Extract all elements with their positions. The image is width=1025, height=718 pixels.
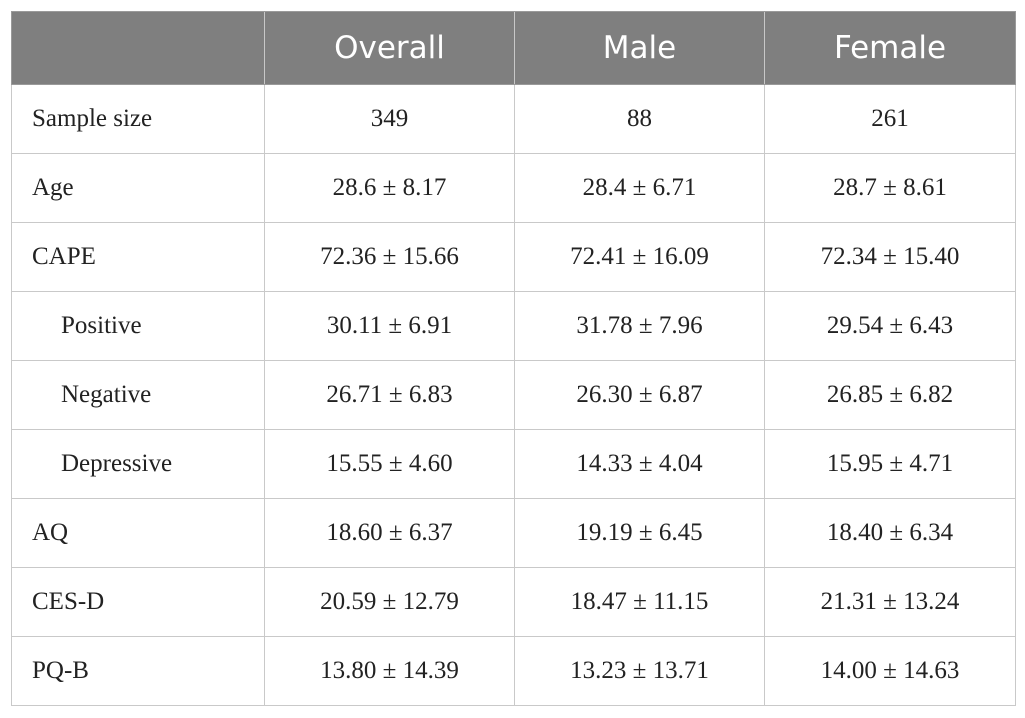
row-label-cell: Positive — [11, 291, 265, 361]
male-value-cell: 18.47 ± 11.15 — [514, 567, 765, 637]
female-value-cell: 21.31 ± 13.24 — [764, 567, 1016, 637]
female-value-cell: 261 — [764, 84, 1016, 154]
male-value-cell: 88 — [514, 84, 765, 154]
overall-value-cell: 20.59 ± 12.79 — [264, 567, 515, 637]
table-row: Negative 26.71 ± 6.83 26.30 ± 6.87 26.85 ± … — [11, 360, 1016, 430]
summary-table-container: Overall Male Female Sample size 349 88 261 A… — [11, 11, 1016, 706]
female-value-cell: 29.54 ± 6.43 — [764, 291, 1016, 361]
table-header: Overall Male Female — [11, 11, 1016, 85]
male-value-cell: 72.41 ± 16.09 — [514, 222, 765, 292]
overall-value-cell: 72.36 ± 15.66 — [264, 222, 515, 292]
table-row: CAPE 72.36 ± 15.66 72.41 ± 16.09 72.34 ± 15… — [11, 222, 1016, 292]
overall-value-cell: 28.6 ± 8.17 — [264, 153, 515, 223]
row-label-cell: Depressive — [11, 429, 265, 499]
row-label-cell: Sample size — [11, 84, 265, 154]
female-value-cell: 72.34 ± 15.40 — [764, 222, 1016, 292]
overall-value-cell: 18.60 ± 6.37 — [264, 498, 515, 568]
table-row: PQ-B 13.80 ± 14.39 13.23 ± 13.71 14.00 ± 14… — [11, 636, 1016, 706]
header-cell-male: Male — [514, 11, 765, 85]
row-label-cell: CAPE — [11, 222, 265, 292]
table-row: Sample size 349 88 261 — [11, 84, 1016, 154]
table-body: Sample size 349 88 261 Age 28.6 ± 8.17 28.4 ± … — [11, 84, 1016, 706]
female-value-cell: 14.00 ± 14.63 — [764, 636, 1016, 706]
table-row: Positive 30.11 ± 6.91 31.78 ± 7.96 29.54 ± … — [11, 291, 1016, 361]
female-value-cell: 15.95 ± 4.71 — [764, 429, 1016, 499]
overall-value-cell: 30.11 ± 6.91 — [264, 291, 515, 361]
table-row: AQ 18.60 ± 6.37 19.19 ± 6.45 18.40 ± 6.34 — [11, 498, 1016, 568]
overall-value-cell: 349 — [264, 84, 515, 154]
male-value-cell: 13.23 ± 13.71 — [514, 636, 765, 706]
row-label-cell: AQ — [11, 498, 265, 568]
header-cell-label — [11, 11, 265, 85]
female-value-cell: 18.40 ± 6.34 — [764, 498, 1016, 568]
table-row: Age 28.6 ± 8.17 28.4 ± 6.71 28.7 ± 8.61 — [11, 153, 1016, 223]
overall-value-cell: 26.71 ± 6.83 — [264, 360, 515, 430]
male-value-cell: 28.4 ± 6.71 — [514, 153, 765, 223]
female-value-cell: 26.85 ± 6.82 — [764, 360, 1016, 430]
header-row: Overall Male Female — [11, 11, 1016, 85]
row-label-cell: CES-D — [11, 567, 265, 637]
row-label-cell: Age — [11, 153, 265, 223]
male-value-cell: 31.78 ± 7.96 — [514, 291, 765, 361]
female-value-cell: 28.7 ± 8.61 — [764, 153, 1016, 223]
overall-value-cell: 13.80 ± 14.39 — [264, 636, 515, 706]
row-label-cell: Negative — [11, 360, 265, 430]
table-row: CES-D 20.59 ± 12.79 18.47 ± 11.15 21.31 ± 1… — [11, 567, 1016, 637]
male-value-cell: 26.30 ± 6.87 — [514, 360, 765, 430]
header-cell-female: Female — [764, 11, 1016, 85]
summary-table: Overall Male Female Sample size 349 88 261 A… — [11, 11, 1016, 706]
table-row: Depressive 15.55 ± 4.60 14.33 ± 4.04 15.95 … — [11, 429, 1016, 499]
row-label-cell: PQ-B — [11, 636, 265, 706]
male-value-cell: 19.19 ± 6.45 — [514, 498, 765, 568]
male-value-cell: 14.33 ± 4.04 — [514, 429, 765, 499]
header-cell-overall: Overall — [264, 11, 515, 85]
overall-value-cell: 15.55 ± 4.60 — [264, 429, 515, 499]
